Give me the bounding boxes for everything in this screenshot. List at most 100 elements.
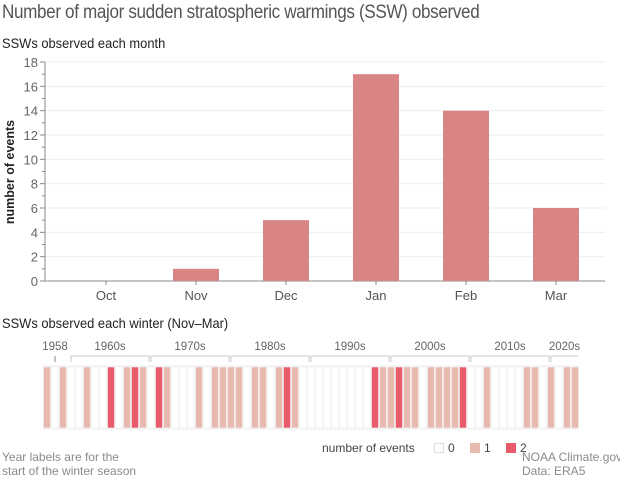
winter-cell-1981 <box>235 366 243 429</box>
bar-mar <box>533 208 579 281</box>
winter-cell-1978 <box>211 366 219 429</box>
decade-label: 1960s <box>94 341 126 353</box>
y-tick-label: 8 <box>31 177 38 192</box>
winter-cell-2015 <box>507 366 515 429</box>
y-tick-label: 12 <box>24 128 38 143</box>
decade-label: 2010s <box>494 341 526 353</box>
winter-cell-1966 <box>115 366 123 429</box>
winter-cell-2007 <box>443 366 451 429</box>
x-tick-label: Nov <box>184 288 208 303</box>
winter-cell-2000 <box>387 366 395 429</box>
winter-cell-1989 <box>299 366 307 429</box>
winter-cell-2016 <box>515 366 523 429</box>
winter-cell-1977 <box>203 366 211 429</box>
winter-cell-1987 <box>283 366 291 429</box>
winter-cell-1988 <box>291 366 299 429</box>
winter-cell-1962 <box>83 366 91 429</box>
winter-cell-1984 <box>259 366 267 429</box>
y-axis-label: number of events <box>3 120 17 224</box>
winter-cell-1986 <box>275 366 283 429</box>
winter-cell-2014 <box>499 366 507 429</box>
bar-jan <box>353 74 399 282</box>
footnote: Year labels are for the start of the win… <box>2 450 136 478</box>
legend-label-2: 2 <box>520 441 527 455</box>
winter-cell-2002 <box>403 366 411 429</box>
figure-title: Number of major sudden stratospheric war… <box>2 2 480 23</box>
winter-cell-2009 <box>459 366 467 429</box>
winter-cell-2004 <box>419 366 427 429</box>
winter-cell-1964 <box>99 366 107 429</box>
x-tick-label: Jan <box>366 288 387 303</box>
winter-cell-2013 <box>491 366 499 429</box>
winter-cell-1972 <box>163 366 171 429</box>
decade-bracket <box>70 355 150 362</box>
legend-label-1: 1 <box>484 441 491 455</box>
decade-bracket <box>310 355 390 362</box>
winter-cell-2001 <box>395 366 403 429</box>
winter-cell-1959 <box>59 366 67 429</box>
winter-cell-2011 <box>475 366 483 429</box>
winter-strip-chart: 1958 1960s 1970s 1980s 1990s 2000s 2010s 2020s <box>42 341 581 430</box>
y-tick-label: 10 <box>24 152 38 167</box>
x-tick-label: Feb <box>455 288 477 303</box>
winter-cell-1965 <box>107 366 115 429</box>
winter-cell-1970 <box>147 366 155 429</box>
credit: NOAA Climate.gov Data: ERA5 <box>522 450 620 478</box>
winter-cell-2023 <box>571 366 579 429</box>
credit-line1: NOAA Climate.gov <box>522 450 620 464</box>
winter-cell-1969 <box>139 366 147 429</box>
decade-label: 2020s <box>549 341 581 353</box>
winter-cell-2021 <box>555 366 563 429</box>
decade-bracket <box>390 355 470 362</box>
winter-chart-title: SSWs observed each winter (Nov–Mar) <box>2 315 229 331</box>
winter-cell-1976 <box>195 366 203 429</box>
y-tick-label: 4 <box>31 225 38 240</box>
y-tick-label: 16 <box>24 79 38 94</box>
winter-cell-1996 <box>355 366 363 429</box>
winter-cell-1982 <box>243 366 251 429</box>
decade-bracket <box>470 355 550 362</box>
legend-swatch-0 <box>434 443 444 453</box>
winter-cell-1980 <box>227 366 235 429</box>
winter-cell-1990 <box>307 366 315 429</box>
bar-feb <box>443 110 489 282</box>
x-tick-label: Oct <box>96 288 117 303</box>
decade-label: 1980s <box>254 341 286 353</box>
footnote-line2: start of the winter season <box>2 464 137 478</box>
winter-cell-1958 <box>51 366 59 429</box>
bar-dec <box>263 220 309 281</box>
winter-cell-2010 <box>467 366 475 429</box>
y-tick-label: 2 <box>31 250 38 265</box>
winter-cell-1979 <box>219 366 227 429</box>
winter-cell-2017 <box>523 366 531 429</box>
winter-cell-2020 <box>547 366 555 429</box>
decade-label: 2000s <box>414 341 446 353</box>
decade-bracket <box>230 355 310 362</box>
winter-cell-2005 <box>427 366 435 429</box>
decade-label: 1990s <box>334 341 366 353</box>
winter-cell-2003 <box>411 366 419 429</box>
winter-cell-1983 <box>251 366 259 429</box>
winter-cell-1968 <box>131 366 139 429</box>
y-tick-label: 18 <box>24 55 38 70</box>
winter-cell-2018 <box>531 366 539 429</box>
winter-cell-2012 <box>483 366 491 429</box>
x-tick-label: Mar <box>545 288 568 303</box>
winter-cell-1961 <box>75 366 83 429</box>
y-tick-label: 0 <box>31 274 38 289</box>
legend-label-0: 0 <box>448 441 455 455</box>
winter-cell-2019 <box>539 366 547 429</box>
bar-nov <box>173 268 219 281</box>
decade-bracket <box>150 355 230 362</box>
winter-cell-1975 <box>187 366 195 429</box>
winter-cell-1973 <box>171 366 179 429</box>
y-tick-label: 6 <box>31 201 38 216</box>
winter-cell-2008 <box>451 366 459 429</box>
winter-cell-1991 <box>315 366 323 429</box>
winter-cell-1967 <box>123 366 131 429</box>
legend-title: number of events <box>322 441 415 455</box>
winter-cell-1957 <box>43 366 51 429</box>
monthly-bar-chart: number of events 0 2 4 6 8 10 12 14 16 18 Oct Nov De… <box>3 55 605 303</box>
footnote-line1: Year labels are for the <box>2 450 119 464</box>
winter-cell-1974 <box>179 366 187 429</box>
